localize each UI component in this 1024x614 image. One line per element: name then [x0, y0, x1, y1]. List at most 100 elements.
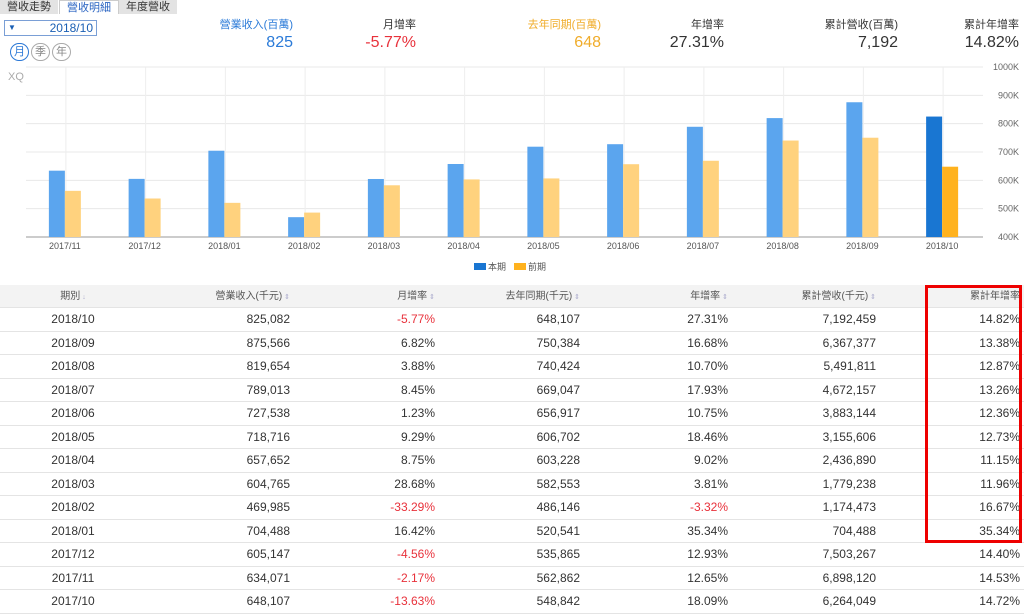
cell-yoy: 10.75%	[687, 406, 728, 420]
summary-cumulative-label: 累計營收(百萬)	[824, 19, 898, 31]
x-tick-label: 2017/12	[128, 241, 161, 251]
bar-previous	[224, 202, 241, 237]
cell-cumulative: 5,491,811	[823, 359, 877, 373]
table-row[interactable]: 2018/04 657,652 8.75% 603,228 9.02% 2,436,890…	[0, 449, 1024, 473]
cell-last-year: 520,541	[536, 523, 580, 538]
cell-revenue: 605,147	[246, 547, 290, 561]
summary-last-year-value: 648	[574, 34, 601, 51]
y-tick-label: 800K	[998, 119, 1019, 129]
cell-cumulative-yoy: 12.36%	[979, 406, 1020, 420]
cell-cumulative: 7,503,267	[822, 547, 876, 561]
tab-revenue-trend[interactable]: 營收走勢	[0, 0, 59, 14]
period-select-value: 2018/10	[49, 21, 93, 35]
cell-cumulative: 3,155,606	[822, 429, 876, 444]
column-header-revenue[interactable]: 營業收入(千元) ⇕	[216, 285, 290, 308]
bar-previous	[304, 212, 321, 237]
table-row[interactable]: 2018/02 469,985 -33.29% 486,146 -3.32% 1,174,…	[0, 496, 1024, 520]
cell-last-year: 648,107	[536, 312, 580, 326]
column-header-period[interactable]: 期別 ↓	[23, 285, 123, 308]
cell-cumulative: 704,488	[832, 523, 876, 538]
period-monthly-button[interactable]: 月	[10, 43, 29, 61]
bar-previous	[862, 137, 879, 237]
table-row[interactable]: 2018/01 704,488 16.42% 520,541 35.34% 704,488…	[0, 520, 1024, 543]
cell-cumulative-yoy: 11.96%	[980, 476, 1020, 491]
period-quarterly-button[interactable]: 季	[31, 43, 50, 61]
cell-yoy: -3.32%	[689, 500, 728, 514]
sort-desc-icon: ↓	[80, 294, 86, 301]
y-tick-label: 900K	[998, 90, 1019, 100]
cell-last-year: 750,384	[536, 335, 580, 350]
summary-mom: 月增率 -5.77%	[365, 16, 416, 52]
column-header-cumulative-yoy[interactable]: 累計年增率	[970, 285, 1020, 308]
table-row[interactable]: 2018/06 727,538 1.23% 656,917 10.75% 3,883,14…	[0, 402, 1024, 426]
column-header-yoy[interactable]: 年增率 ⇕	[690, 285, 728, 308]
bar-current	[288, 217, 305, 237]
cell-last-year: 486,146	[536, 500, 580, 514]
x-tick-label: 2018/10	[926, 241, 959, 251]
bar-current	[128, 178, 145, 237]
x-tick-label: 2018/04	[447, 241, 480, 251]
period-select[interactable]: ▼ 2018/10	[4, 20, 97, 36]
cell-mom: 9.29%	[400, 429, 435, 444]
legend-swatch-previous	[514, 263, 526, 270]
cell-cumulative-yoy: 13.26%	[979, 382, 1020, 397]
cell-cumulative: 3,883,144	[822, 406, 876, 420]
table-row[interactable]: 2017/10 648,107 -13.63% 548,842 18.09% 6,264,…	[0, 590, 1024, 614]
column-header-label: 期別	[60, 291, 81, 302]
table-row[interactable]: 2017/11 634,071 -2.17% 562,862 12.65% 6,898,1…	[0, 567, 1024, 590]
bar-current	[926, 116, 943, 237]
sort-icon: ⇕	[572, 294, 580, 301]
table-row[interactable]: 2018/03 604,765 28.68% 582,553 3.81% 1,779,23…	[0, 473, 1024, 496]
sort-icon: ⇕	[868, 294, 876, 301]
cell-mom: -33.29%	[390, 500, 435, 514]
cell-yoy: 10.70%	[687, 359, 728, 373]
table-row[interactable]: 2018/07 789,013 8.45% 669,047 17.93% 4,672,15…	[0, 379, 1024, 402]
x-tick-label: 2018/09	[846, 241, 879, 251]
cell-revenue: 875,566	[246, 335, 290, 350]
summary-yoy-value: 27.31%	[669, 34, 724, 51]
cell-yoy: 18.09%	[687, 594, 728, 608]
table-row[interactable]: 2017/12 605,147 -4.56% 535,865 12.93% 7,503,2…	[0, 543, 1024, 567]
bar-previous	[702, 160, 719, 237]
cell-cumulative: 1,779,238	[822, 476, 876, 491]
period-yearly-button[interactable]: 年	[52, 43, 71, 61]
cell-period: 2018/04	[51, 453, 95, 467]
sort-icon: ⇕	[282, 294, 290, 301]
column-header-label: 累計營收(千元)	[801, 291, 869, 302]
cell-revenue: 789,013	[246, 382, 290, 397]
cell-period: 2017/11	[51, 570, 95, 585]
bar-previous	[383, 185, 400, 237]
xq-watermark: XQ	[8, 71, 24, 83]
cell-revenue: 727,538	[246, 406, 290, 420]
cell-last-year: 669,047	[536, 382, 580, 397]
table-row[interactable]: 2018/08 819,654 3.88% 740,424 10.70% 5,491,81…	[0, 355, 1024, 379]
summary-cumulative-yoy: 累計年增率 14.82%	[964, 16, 1019, 52]
column-header-last-year[interactable]: 去年同期(千元) ⇕	[506, 285, 580, 308]
column-header-mom[interactable]: 月增率 ⇕	[397, 285, 435, 308]
period-type-toggle: 月 季 年	[10, 43, 71, 61]
summary-cumulative-yoy-value: 14.82%	[964, 34, 1019, 51]
bar-previous	[543, 178, 560, 237]
legend-label-current: 本期	[488, 261, 506, 272]
column-header-cumulative[interactable]: 累計營收(千元) ⇕	[802, 285, 876, 308]
table-row[interactable]: 2018/09 875,566 6.82% 750,384 16.68% 6,367,37…	[0, 332, 1024, 355]
cell-revenue: 604,765	[246, 476, 290, 491]
table-row[interactable]: 2018/05 718,716 9.29% 606,702 18.46% 3,155,60…	[0, 426, 1024, 449]
cell-cumulative: 4,672,157	[822, 382, 876, 397]
summary-revenue: 營業收入(百萬) 825	[220, 16, 293, 52]
cell-last-year: 548,842	[536, 594, 580, 608]
cell-period: 2018/05	[51, 429, 95, 444]
table-row[interactable]: 2018/10 825,082 -5.77% 648,107 27.31% 7,192,4…	[0, 308, 1024, 332]
cell-period: 2017/12	[51, 547, 95, 561]
bar-previous	[623, 164, 640, 237]
tab-annual-revenue[interactable]: 年度營收	[119, 0, 178, 14]
bar-current	[48, 170, 65, 237]
cell-last-year: 535,865	[536, 547, 580, 561]
column-header-label: 月增率	[397, 291, 428, 302]
bar-previous	[64, 190, 81, 237]
tab-revenue-detail[interactable]: 營收明細	[59, 0, 119, 14]
summary-yoy-label: 年增率	[691, 19, 724, 31]
cell-revenue: 469,985	[246, 500, 290, 514]
cell-revenue: 657,652	[246, 453, 290, 467]
table-header: 期別 ↓ 營業收入(千元) ⇕ 月增率 ⇕ 去年同期(千元) ⇕ 年增率 ⇕ 累計營收(千…	[0, 285, 1024, 308]
